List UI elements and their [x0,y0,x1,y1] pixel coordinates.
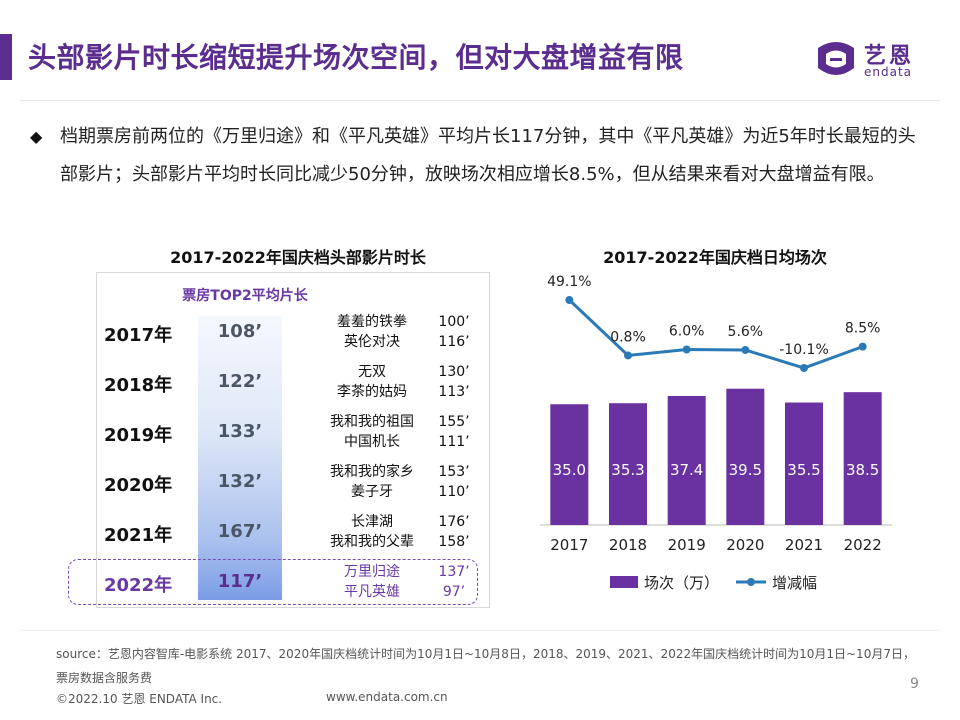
row-film-1: 我和我的家乡 [330,464,414,480]
growth-label-2020: 5.6% [728,324,764,340]
row-film-1: 羞羞的铁拳 [337,314,407,330]
row-duration-1: 176’ [438,514,470,530]
row-film-1: 我和我的祖国 [330,414,414,430]
growth-point-2017 [565,296,574,304]
diamond-icon: ◆ [30,127,43,146]
row-film-1: 长津湖 [351,514,393,530]
daily-screenings-chart: 35.0 2017 35.3 2018 37.4 2019 39.5 2020 35.5 2021… [540,274,892,592]
endata-logo-icon [818,42,854,75]
x-tick-2019: 2019 [668,536,706,554]
row-duration-1: 100’ [438,314,470,330]
growth-point-2019 [682,345,691,354]
growth-label-2019: 6.0% [669,324,705,340]
row-avg-duration: 167’ [217,521,263,542]
summary-text: 档期票房前两位的《万里归途》和《平凡英雄》平均片长117分钟，其中《平凡英雄》为… [60,126,916,185]
row-duration-2: 110’ [438,484,470,500]
bar-2020 [726,388,765,525]
header-divider [20,100,940,101]
row-year: 2021年 [104,525,173,546]
growth-point-2022 [858,342,867,351]
row-film-1: 无双 [358,364,386,380]
page-number: 9 [910,676,919,692]
row-duration-1: 153’ [438,464,470,480]
bar-label-2020: 39.5 [729,461,762,479]
x-tick-2021: 2021 [785,536,823,554]
growth-label-2022: 8.5% [845,321,881,337]
avg-duration-header: 票房TOP2平均片长 [182,288,308,304]
row-avg-duration: 132’ [217,471,263,492]
bar-2019 [667,395,706,525]
logo-chinese: 艺恩 [864,44,915,69]
bar-2022 [843,392,882,525]
row-film-1: 万里归途 [344,564,400,580]
bar-2017 [550,404,589,525]
left-table-title: 2017-2022年国庆档头部影片时长 [170,248,426,267]
title-accent-bar [0,34,12,80]
avg-duration-column-bg [198,316,282,600]
left-table-frame [96,272,490,608]
row-film-2: 平凡英雄 [344,584,400,600]
row-duration-2: 116’ [438,334,470,350]
footer-divider [20,630,940,631]
bar-2018 [609,403,647,525]
x-tick-2022: 2022 [844,536,882,554]
growth-point-2020 [741,345,750,354]
logo-english: endata [864,65,913,79]
bar-label-2021: 35.5 [787,461,820,479]
row-year: 2022年 [104,575,173,596]
row-film-2: 我和我的父辈 [330,534,414,550]
right-chart-title: 2017-2022年国庆档日均场次 [603,248,827,267]
row-duration-2: 97’ [442,584,466,600]
row-duration-2: 158’ [438,534,470,550]
endata-logo: 艺恩 endata [812,38,928,84]
row-duration-2: 113’ [438,384,470,400]
highlight-2022-row [68,559,478,605]
bar-label-2019: 37.4 [670,461,703,479]
growth-label-2018: 0.8% [610,329,646,345]
row-avg-duration: 117’ [217,571,263,592]
bar-label-2017: 35.0 [553,461,586,479]
bar-label-2018: 35.3 [611,461,644,479]
x-tick-2020: 2020 [726,536,764,554]
legend-line-dot [747,578,755,586]
row-year: 2017年 [104,325,173,346]
bar-2021 [785,402,823,525]
x-tick-2017: 2017 [550,536,588,554]
page-title: 头部影片时长缩短提升场次空间，但对大盘增益有限 [28,41,684,74]
x-tick-2018: 2018 [609,536,647,554]
row-year: 2018年 [104,375,173,396]
row-film-2: 姜子牙 [351,484,393,500]
legend-bar-swatch [610,576,638,588]
bar-label-2022: 38.5 [846,461,879,479]
row-duration-1: 155’ [438,414,470,430]
copyright: ©2022.10 艺恩 ENDATA Inc. [56,692,223,706]
row-duration-1: 130’ [438,364,470,380]
row-duration-1: 137’ [438,564,470,580]
growth-point-2018 [624,351,632,360]
row-year: 2020年 [104,475,173,496]
row-film-2: 李茶的姑妈 [337,384,407,400]
growth-line [568,298,864,370]
website-link[interactable]: www.endata.com.cn [326,690,448,704]
row-avg-duration: 108’ [217,321,263,342]
row-film-2: 英伦对决 [344,334,400,350]
source-note: source：艺恩内容智库-电影系统 2017、2020年国庆档统计时间为10月… [56,647,915,685]
legend-bar-label: 场次（万） [644,574,719,592]
row-film-2: 中国机长 [344,434,400,450]
row-avg-duration: 133’ [217,421,263,442]
growth-label-2021: -10.1% [779,342,829,358]
growth-point-2021 [800,364,808,372]
legend-line-label: 增减幅 [772,574,817,592]
growth-label-2017: 49.1% [547,274,591,290]
row-duration-2: 111’ [438,434,470,450]
row-year: 2019年 [104,425,173,446]
row-avg-duration: 122’ [217,371,263,392]
